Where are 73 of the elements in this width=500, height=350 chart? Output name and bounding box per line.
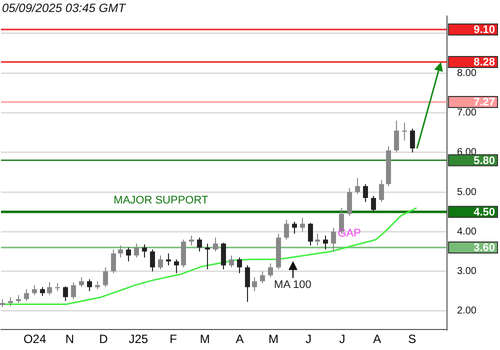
candlestick	[134, 243, 139, 258]
candlestick	[402, 122, 407, 141]
x-tick-label: J	[305, 332, 312, 346]
candlestick	[355, 178, 360, 195]
candlestick	[126, 247, 131, 262]
candlestick	[252, 276, 257, 292]
y-tick-label: 8.00	[457, 68, 477, 79]
candlestick	[323, 235, 328, 250]
x-tick-label: M	[200, 332, 210, 346]
x-tick-label: O24	[23, 332, 46, 346]
y-tick-label: 2.00	[457, 306, 477, 317]
y-tick-label: 7.00	[457, 107, 477, 118]
x-tick-label: F	[170, 332, 177, 346]
candlestick	[118, 245, 123, 258]
candlestick	[300, 217, 305, 232]
candlestick	[142, 244, 147, 258]
candlestick	[229, 254, 234, 268]
x-tick-label: J	[339, 332, 346, 346]
candlestick	[150, 249, 155, 272]
candlestick	[111, 249, 116, 274]
candlestick	[245, 264, 250, 302]
annotation: MAJOR SUPPORT	[114, 194, 208, 206]
candlestick	[268, 262, 273, 278]
ref-line-label: 8.28	[474, 56, 495, 69]
ref-line-label: 4.50	[474, 206, 495, 218]
candlestick	[87, 278, 92, 292]
candlestick	[24, 288, 29, 302]
candlestick	[71, 282, 76, 300]
x-tick-label: N	[65, 332, 74, 346]
candlestick	[47, 282, 52, 296]
candlestick	[371, 195, 376, 212]
x-tick-label: S	[408, 332, 416, 346]
candlestick	[197, 237, 202, 252]
candlestick	[205, 243, 210, 270]
x-tick-label: A	[373, 332, 382, 346]
y-tick-label: 4.00	[457, 226, 477, 238]
candlestick	[79, 276, 84, 288]
candlestick	[363, 184, 368, 202]
candlestick	[292, 221, 297, 234]
x-tick-label: D	[99, 332, 108, 346]
candlestick	[189, 235, 194, 246]
y-tick-label: 3.00	[457, 266, 477, 278]
ref-line-label: 7.27	[474, 96, 495, 109]
annotation: MA 100	[274, 278, 312, 291]
candlestick	[237, 256, 242, 274]
candlestick	[394, 120, 399, 153]
candlestick	[315, 233, 320, 246]
candlestick	[213, 237, 218, 252]
candlestick	[331, 227, 336, 252]
annotation: GAP	[338, 227, 361, 240]
x-tick-label: J25	[128, 332, 148, 346]
candlestick	[32, 284, 37, 296]
candlestick	[181, 239, 186, 268]
candlestick	[221, 242, 226, 270]
candlestick	[158, 254, 163, 270]
candlestick	[410, 128, 415, 153]
candlestick	[347, 188, 352, 216]
candlestick	[103, 266, 108, 288]
candlestick	[63, 286, 68, 302]
candlestick	[308, 222, 313, 246]
ref-line-label: 3.60	[474, 242, 495, 254]
y-tick-label: 5.00	[457, 186, 477, 198]
candlestick	[379, 180, 384, 202]
ref-line-label: 9.10	[474, 24, 495, 36]
candlestick	[284, 219, 289, 240]
candlestick	[174, 258, 179, 274]
x-tick-label: A	[236, 332, 244, 346]
x-tick-label: M	[268, 332, 279, 346]
text: 05/09/2025 03:45 GMT	[2, 1, 126, 15]
ref-line-label: 5.80	[474, 154, 495, 167]
candlestick	[8, 296, 13, 307]
candlestick	[166, 252, 171, 266]
candlestick	[260, 270, 265, 284]
